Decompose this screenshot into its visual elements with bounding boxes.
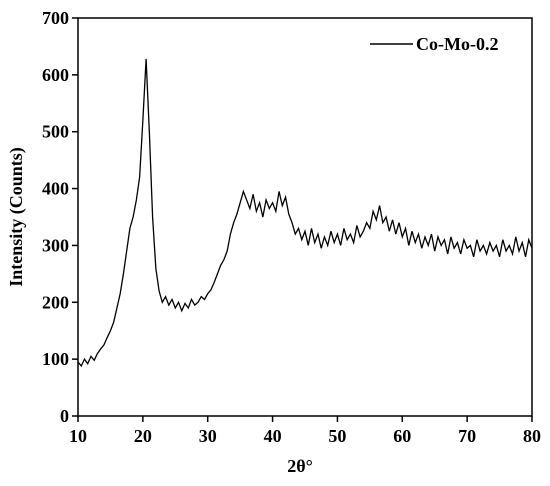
x-tick-label: 20 xyxy=(134,426,152,446)
x-tick-label: 30 xyxy=(199,426,217,446)
x-tick-label: 80 xyxy=(523,426,541,446)
y-tick-label: 400 xyxy=(42,179,69,199)
y-tick-label: 100 xyxy=(42,349,69,369)
y-tick-label: 0 xyxy=(60,406,69,426)
x-tick-label: 70 xyxy=(458,426,476,446)
plot-frame xyxy=(77,17,533,417)
y-tick-label: 300 xyxy=(42,235,69,255)
x-tick-label: 40 xyxy=(264,426,282,446)
x-axis-label: 2θ° xyxy=(287,456,313,476)
y-tick-label: 200 xyxy=(42,292,69,312)
x-tick-label: 10 xyxy=(69,426,87,446)
y-axis-label: Intensity (Counts) xyxy=(6,147,27,287)
data-line xyxy=(77,58,533,368)
x-tick-label: 60 xyxy=(393,426,411,446)
legend-label: Co-Mo-0.2 xyxy=(416,34,498,54)
x-tick-label: 50 xyxy=(328,426,346,446)
y-tick-label: 600 xyxy=(42,65,69,85)
y-tick-label: 500 xyxy=(42,122,69,142)
y-tick-label: 700 xyxy=(42,8,69,28)
